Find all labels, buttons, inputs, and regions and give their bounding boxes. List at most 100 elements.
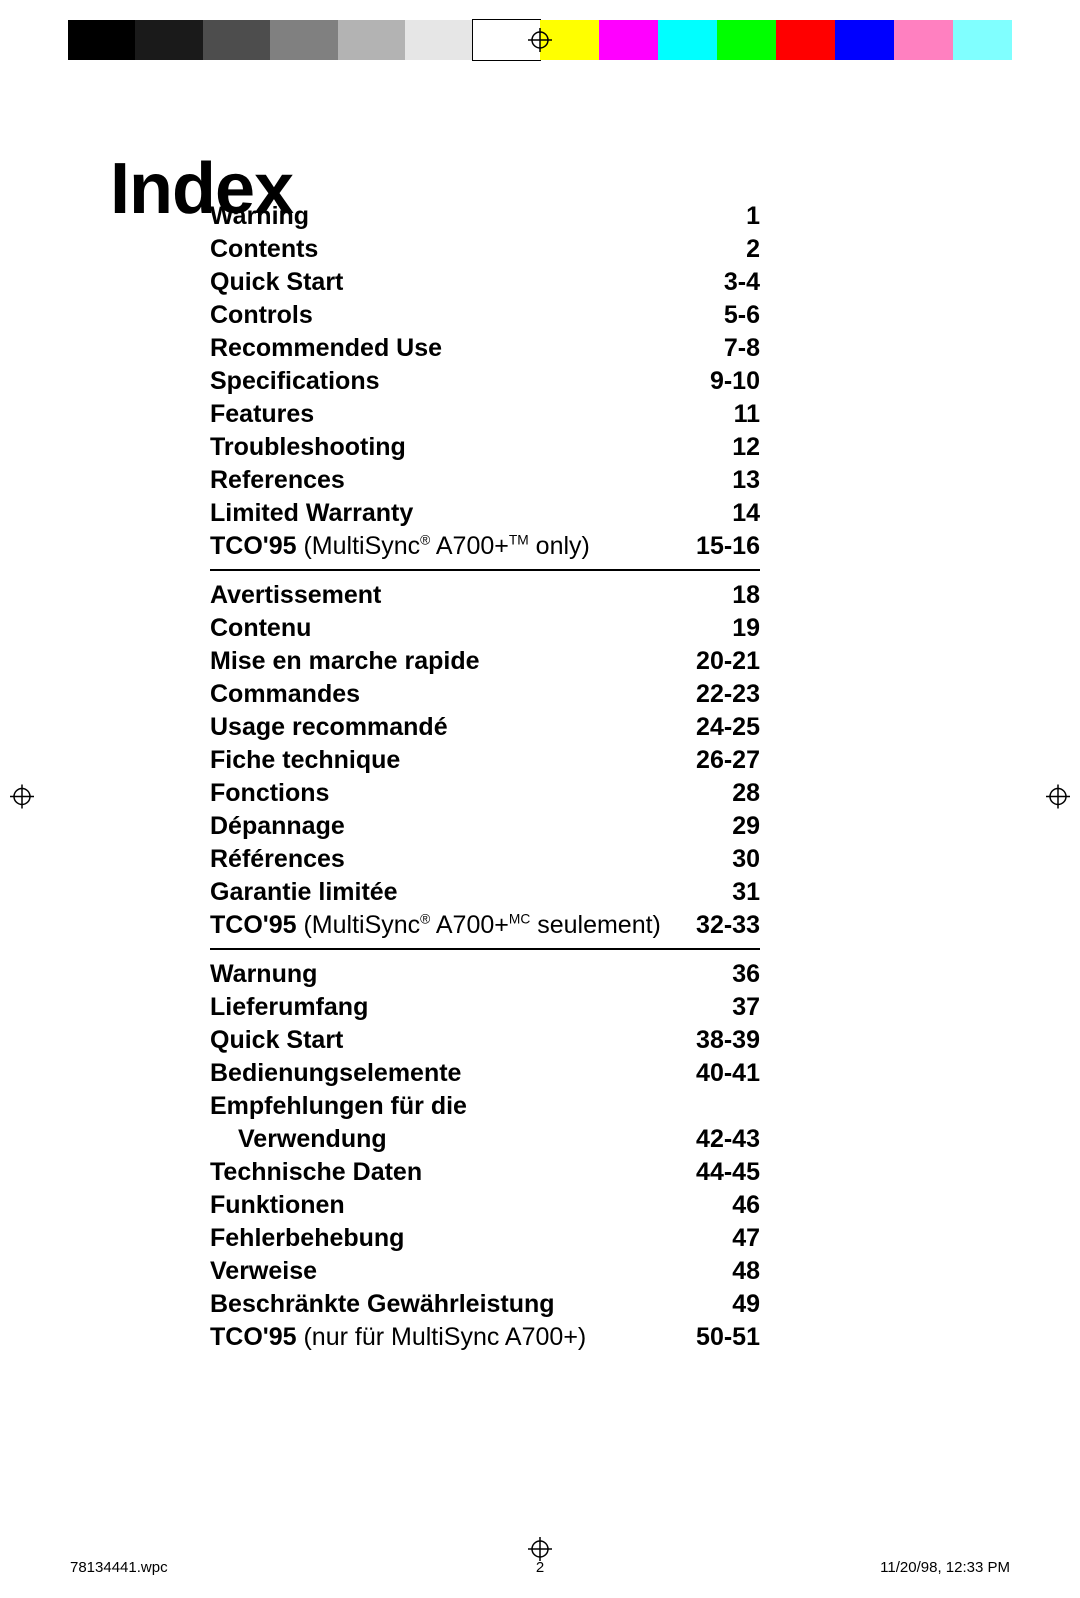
- index-entry-label: Verweise: [210, 1255, 317, 1288]
- index-row: Garantie limitée31: [210, 876, 760, 909]
- index-entry-label: Quick Start: [210, 1024, 343, 1057]
- index-entry-page: 44-45: [696, 1156, 760, 1189]
- index-entry-label: Beschränkte Gewährleistung: [210, 1288, 555, 1321]
- index-entry-page: 26-27: [696, 744, 760, 777]
- index-entry-page: 32-33: [696, 909, 760, 942]
- index-entry-label: Mise en marche rapide: [210, 645, 480, 678]
- index-row: TCO'95 (MultiSync® A700+MC seulement) 32-…: [210, 909, 760, 942]
- index-entry-label: Troubleshooting: [210, 431, 406, 464]
- index-entry-page: 36: [732, 958, 760, 991]
- color-swatch: [135, 20, 202, 60]
- section-divider: [210, 948, 760, 950]
- index-row: Lieferumfang37: [210, 991, 760, 1024]
- index-row: Mise en marche rapide 20-21: [210, 645, 760, 678]
- index-entry-label: Avertissement: [210, 579, 381, 612]
- index-entry-label: Fehlerbehebung: [210, 1222, 404, 1255]
- index-entry-label: Contents: [210, 233, 318, 266]
- index-row: Technische Daten 44-45: [210, 1156, 760, 1189]
- index-row: Fiche technique 26-27: [210, 744, 760, 777]
- color-swatch: [953, 20, 1012, 60]
- index-entry-page: 49: [732, 1288, 760, 1321]
- index-entry-label: Specifications: [210, 365, 380, 398]
- index-row: Beschränkte Gewährleistung 49: [210, 1288, 760, 1321]
- index-row: TCO'95 (MultiSync® A700+TM only)15-16: [210, 530, 760, 563]
- index-row: Limited Warranty 14: [210, 497, 760, 530]
- index-row: Dépannage 29: [210, 810, 760, 843]
- index-row: Troubleshooting 12: [210, 431, 760, 464]
- index-entry-label: Controls: [210, 299, 313, 332]
- index-row: Usage recommandé 24-25: [210, 711, 760, 744]
- index-row: Empfehlungen für die: [210, 1090, 760, 1123]
- color-swatch: [68, 20, 135, 60]
- footer-filename: 78134441.wpc: [70, 1559, 168, 1576]
- footer-page-number: 2: [536, 1559, 544, 1576]
- index-entry-label: Fiche technique: [210, 744, 400, 777]
- index-entry-page: 46: [732, 1189, 760, 1222]
- index-entry-page: 7-8: [724, 332, 760, 365]
- index-row: Warning 1: [210, 200, 760, 233]
- index-entry-page: 15-16: [696, 530, 760, 563]
- index-row: Specifications 9-10: [210, 365, 760, 398]
- index-row: Quick Start 3-4: [210, 266, 760, 299]
- index-entry-label: Features: [210, 398, 314, 431]
- index-entry-page: 1: [746, 200, 760, 233]
- index-row: Controls 5-6: [210, 299, 760, 332]
- index-entry-label: References: [210, 464, 345, 497]
- index-row: Commandes 22-23: [210, 678, 760, 711]
- index-row: Contents 2: [210, 233, 760, 266]
- color-swatch: [405, 20, 472, 60]
- color-swatch: [203, 20, 270, 60]
- index-row: Contenu19: [210, 612, 760, 645]
- index-entry-label: Recommended Use: [210, 332, 442, 365]
- color-swatch: [599, 20, 658, 60]
- index-entry-label: Bedienungselemente: [210, 1057, 461, 1090]
- index-entry-label: Technische Daten: [210, 1156, 422, 1189]
- index-entry-page: 24-25: [696, 711, 760, 744]
- index-row: Funktionen46: [210, 1189, 760, 1222]
- index-row: Recommended Use 7-8: [210, 332, 760, 365]
- footer-timestamp: 11/20/98, 12:33 PM: [880, 1559, 1010, 1576]
- index-entry-page: 5-6: [724, 299, 760, 332]
- index-entry-page: 48: [732, 1255, 760, 1288]
- color-swatch: [894, 20, 953, 60]
- index-entry-page: 9-10: [710, 365, 760, 398]
- color-swatch: [338, 20, 405, 60]
- page-footer: 78134441.wpc 2 11/20/98, 12:33 PM: [70, 1559, 1010, 1576]
- color-swatch: [658, 20, 717, 60]
- index-entry-page: 47: [732, 1222, 760, 1255]
- index-row: Références30: [210, 843, 760, 876]
- color-swatch: [270, 20, 337, 60]
- index-entry-page: 11: [734, 398, 760, 431]
- index-entry-page: 2: [746, 233, 760, 266]
- registration-mark-right: [1046, 785, 1070, 814]
- index-entry-page: 42-43: [696, 1123, 760, 1156]
- index-entry-page: 18: [732, 579, 760, 612]
- index-entry-label: Usage recommandé: [210, 711, 448, 744]
- index-entry-page: 22-23: [696, 678, 760, 711]
- index-entry-label: Limited Warranty: [210, 497, 413, 530]
- index-entry-label: Commandes: [210, 678, 360, 711]
- index-entry-page: 19: [732, 612, 760, 645]
- index-entry-page: 29: [732, 810, 760, 843]
- index-entry-label: TCO'95 (nur für MultiSync A700+): [210, 1321, 586, 1354]
- index-row: Quick Start38-39: [210, 1024, 760, 1057]
- index-entry-page: 12: [732, 431, 760, 464]
- index-entry-page: 31: [732, 876, 760, 909]
- index-entry-page: 40-41: [696, 1057, 760, 1090]
- index-row: References13: [210, 464, 760, 497]
- index-entry-page: 3-4: [724, 266, 760, 299]
- index-entry-label: Lieferumfang: [210, 991, 368, 1024]
- index-entry-page: 14: [732, 497, 760, 530]
- index-entry-label: Warning: [210, 200, 309, 233]
- index-row: Fehlerbehebung 47: [210, 1222, 760, 1255]
- index-entry-label: Fonctions: [210, 777, 329, 810]
- index-entry-label: Empfehlungen für die: [210, 1090, 467, 1123]
- index-row: Bedienungselemente 40-41: [210, 1057, 760, 1090]
- index-entry-page: 20-21: [696, 645, 760, 678]
- registration-mark-left: [10, 785, 34, 814]
- index-entry-label: TCO'95 (MultiSync® A700+MC seulement): [210, 909, 661, 942]
- index-entry-label: Quick Start: [210, 266, 343, 299]
- index-listing: Warning 1 Contents 2 Quick Start 3-4 Controls 5…: [210, 200, 760, 1354]
- index-entry-label: Warnung: [210, 958, 317, 991]
- index-entry-label: Dépannage: [210, 810, 345, 843]
